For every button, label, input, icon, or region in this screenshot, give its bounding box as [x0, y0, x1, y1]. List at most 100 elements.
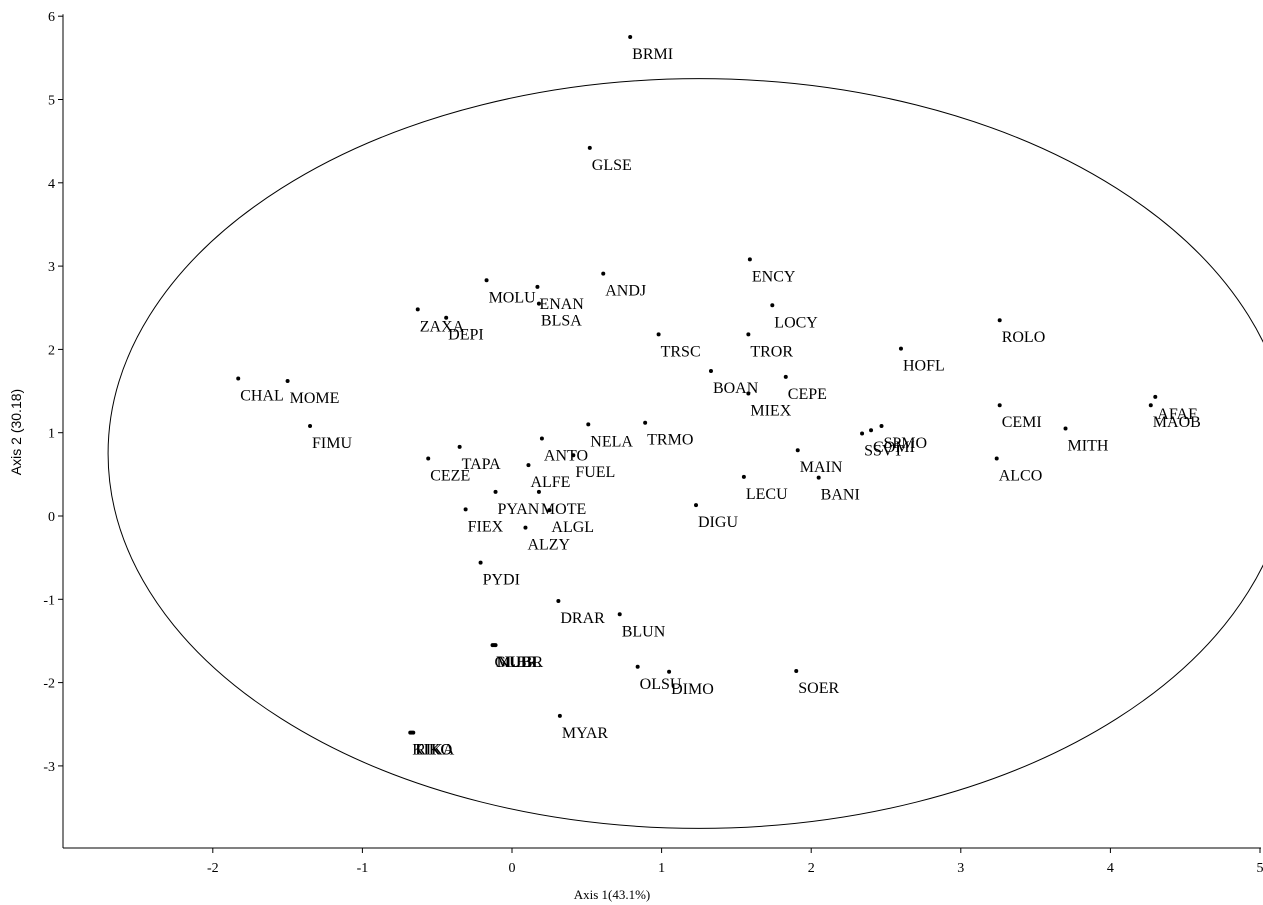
data-point-label: ALZY: [527, 537, 570, 554]
data-point: [601, 271, 606, 276]
y-tick-label: 2: [48, 343, 55, 358]
data-point: [236, 376, 241, 381]
x-axis-title: Axis 1(43.1%): [574, 887, 651, 902]
data-point: [747, 257, 752, 262]
data-point-label: SOER: [798, 680, 839, 697]
data-point: [635, 664, 640, 669]
data-point: [898, 346, 903, 351]
y-tick-label: 4: [48, 177, 55, 192]
data-point: [628, 35, 633, 40]
data-point: [547, 508, 552, 513]
data-point: [411, 730, 416, 735]
data-point-label: CEPE: [788, 386, 827, 403]
y-tick-label: 6: [48, 10, 55, 25]
data-point-label: BLUN: [622, 623, 666, 640]
data-point-label: TRMO: [647, 432, 693, 449]
data-point: [643, 420, 648, 425]
data-point: [493, 643, 498, 648]
data-point-label: BLSA: [541, 313, 582, 330]
x-tick-label: 2: [808, 861, 815, 876]
data-point: [656, 332, 661, 337]
data-point-label: ENAN: [539, 296, 584, 313]
y-tick-label: -3: [43, 760, 55, 775]
data-point: [708, 369, 713, 374]
data-point-label: MOTE: [541, 501, 586, 518]
data-point-label: MOME: [290, 390, 340, 407]
data-point-label: ROLO: [1002, 329, 1046, 346]
data-point: [457, 444, 462, 449]
data-point-label: MAOB: [1153, 414, 1201, 431]
data-point: [536, 301, 541, 306]
x-tick-label: 0: [509, 861, 516, 876]
data-point-label: DRAR: [560, 610, 605, 627]
data-point-label: LOCY: [774, 314, 818, 331]
data-point: [587, 145, 592, 150]
x-tick-label: 5: [1257, 861, 1263, 876]
data-point: [746, 391, 751, 396]
x-tick-label: -1: [357, 861, 369, 876]
data-point-label: BOAN: [713, 380, 759, 397]
data-point: [426, 456, 431, 461]
data-point: [860, 431, 865, 436]
data-point: [794, 668, 799, 673]
data-point: [535, 284, 540, 289]
data-point-label: ALFE: [530, 474, 570, 491]
data-point: [816, 475, 821, 480]
data-point: [523, 525, 528, 530]
data-point: [586, 422, 591, 427]
data-point-label: SSVT: [864, 443, 903, 460]
data-point: [783, 374, 788, 379]
data-point: [869, 428, 874, 433]
data-point: [741, 474, 746, 479]
data-point-label: TAPA: [462, 456, 501, 473]
data-point-label: AFAF: [1157, 406, 1197, 423]
x-tick-label: 3: [957, 861, 964, 876]
data-point-label: ENCY: [752, 268, 796, 285]
data-point: [415, 307, 420, 312]
data-point-label: CHAL: [240, 388, 284, 405]
data-point-label: COMI: [873, 439, 915, 456]
y-axis-title: Axis 2 (30.18): [8, 389, 24, 475]
data-point: [493, 489, 498, 494]
data-point: [557, 713, 562, 718]
data-point-label: GLSE: [592, 157, 632, 174]
data-point-label: FUEL: [575, 464, 615, 481]
data-point-label: PYAN: [498, 501, 540, 518]
data-point: [536, 489, 541, 494]
data-point: [478, 560, 483, 565]
data-point-label: MITH: [1068, 438, 1109, 455]
data-point-label: FIMU: [312, 435, 352, 452]
data-point-label: HOFL: [903, 358, 945, 375]
x-tick-label: 4: [1107, 861, 1114, 876]
data-point-label: RIKA: [415, 742, 455, 759]
data-point: [285, 379, 290, 384]
data-point-label: ZAXA: [420, 318, 465, 335]
data-point: [444, 315, 449, 320]
data-point: [1063, 426, 1068, 431]
data-point: [571, 453, 576, 458]
data-point-label: PYDI: [483, 572, 520, 589]
data-point: [539, 436, 544, 441]
data-point-label: DIGU: [698, 514, 738, 531]
data-point-label: OLSU: [640, 676, 682, 693]
data-point-label: ANDJ: [605, 283, 646, 300]
data-point-label: CEZE: [430, 468, 470, 485]
data-point-label: NUBL: [498, 654, 542, 671]
confidence-ellipse: [107, 78, 1263, 829]
data-point-label: ANTO: [544, 448, 588, 465]
data-point-label: KIKO: [412, 742, 452, 759]
y-axis-ticks: -3 -2 -1 0 1 2 3 4 5 6: [43, 10, 63, 775]
data-point: [556, 598, 561, 603]
data-point: [463, 507, 468, 512]
data-point: [997, 318, 1002, 323]
data-point: [667, 669, 672, 674]
data-point-label: BANI: [821, 487, 860, 504]
data-point-label: ALGL: [551, 519, 594, 536]
data-point-label: BRMI: [632, 46, 673, 63]
data-point-label: NELA: [590, 433, 633, 450]
y-tick-label: -1: [43, 593, 55, 608]
data-point: [879, 424, 884, 429]
data-point-label: ALCO: [999, 468, 1043, 485]
